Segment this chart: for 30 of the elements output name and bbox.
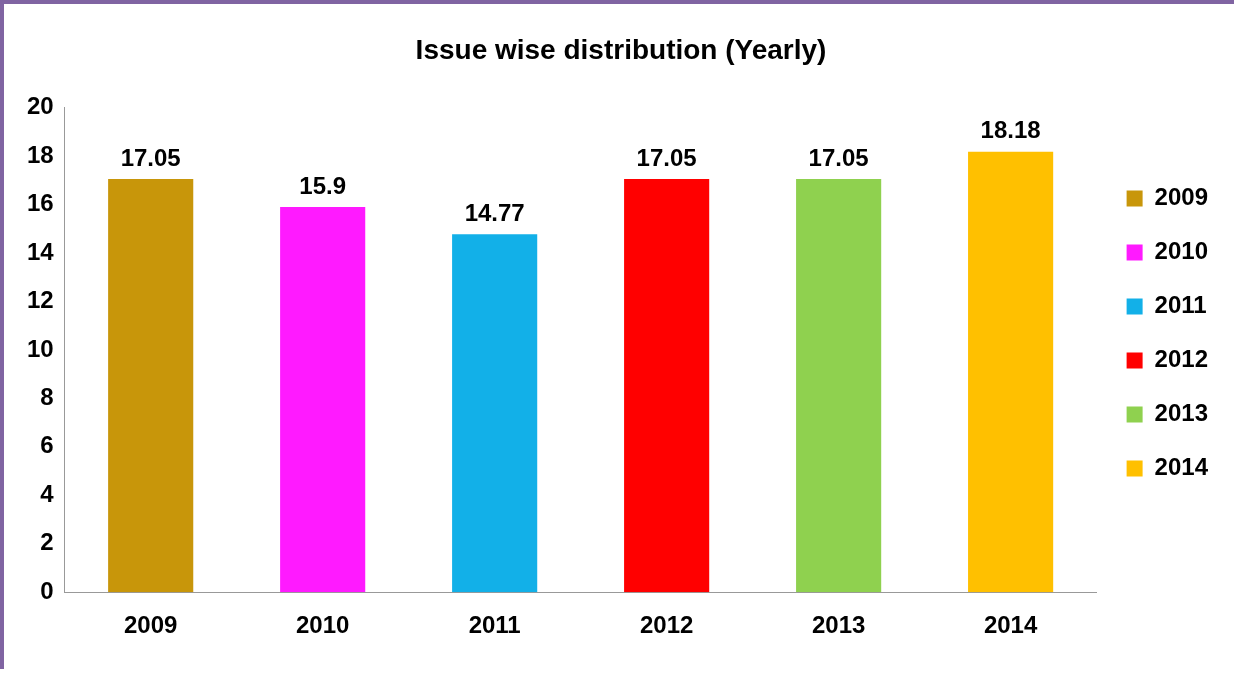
data-label: 17.05 [120, 143, 181, 171]
y-tick-label: 10 [26, 334, 54, 362]
legend-label: 2012 [1154, 345, 1208, 373]
data-label: 17.05 [808, 143, 869, 171]
x-tick-label: 2009 [123, 611, 178, 639]
data-label: 18.18 [980, 116, 1041, 144]
y-tick-label: 6 [40, 431, 54, 459]
y-tick-label: 16 [26, 189, 54, 217]
data-label: 15.9 [299, 171, 347, 199]
data-label: 17.05 [636, 143, 697, 171]
chart-title: Issue wise distribution (Yearly) [415, 33, 827, 65]
y-tick-label: 0 [40, 576, 54, 604]
y-tick-label: 8 [40, 382, 54, 410]
x-tick-label: 2010 [295, 611, 350, 639]
legend-label: 2014 [1154, 453, 1209, 481]
y-tick-label: 14 [26, 237, 55, 265]
legend-label: 2009 [1154, 183, 1208, 211]
legend-label: 2010 [1154, 237, 1208, 265]
x-tick-label: 2014 [983, 611, 1038, 639]
y-tick-label: 4 [40, 479, 55, 507]
y-tick-label: 12 [26, 286, 54, 314]
y-tick-label: 2 [40, 528, 54, 556]
y-tick-label: 18 [26, 140, 54, 168]
x-tick-label: 2012 [639, 611, 694, 639]
legend-label: 2013 [1154, 399, 1208, 427]
x-tick-label: 2013 [811, 611, 866, 639]
x-tick-label: 2011 [468, 611, 521, 639]
y-tick-label: 20 [26, 92, 54, 120]
data-label: 14.77 [464, 198, 525, 226]
legend-label: 2011 [1154, 291, 1207, 319]
